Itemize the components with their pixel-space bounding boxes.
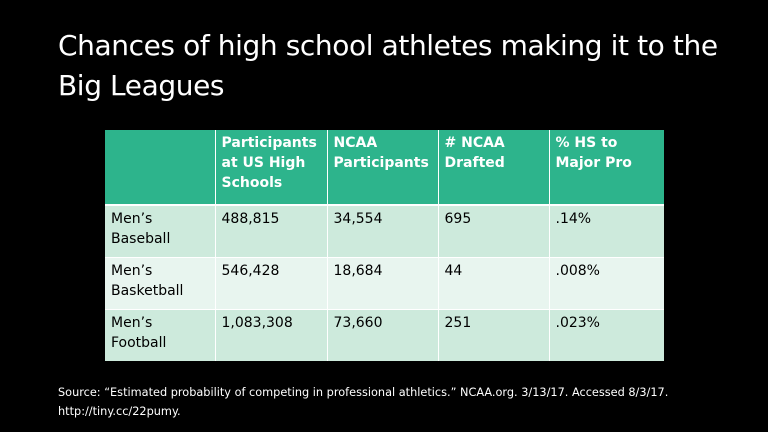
row-sport: Men’s Basketball — [105, 256, 216, 309]
cell-hs-to-pro: .14% — [555, 211, 592, 227]
table-header-row: Participants at US High Schools NCAA Par… — [105, 130, 664, 206]
cell-hs-to-pro: .008% — [549, 256, 664, 309]
cell-ncaa-participants: 34,554 — [327, 205, 439, 257]
header-ncaa-participants: NCAA Participants — [327, 130, 439, 206]
cell-hs-participants: 488,815 — [215, 205, 328, 257]
cell-ncaa-drafted: 695 — [438, 205, 550, 257]
row-sport: Men’s Baseball — [105, 205, 216, 257]
slide-title: Chances of high school athletes making i… — [58, 29, 718, 102]
header-hs-participants: Participants at US High Schools — [215, 130, 328, 206]
cell-hs-participants: 546,428 — [215, 256, 328, 309]
source-citation: Source: “Estimated probability of compet… — [58, 386, 669, 418]
statistics-table: Participants at US High Schools NCAA Par… — [105, 130, 664, 361]
table-row: Men’s Football 1,083,308 73,660 251 .023… — [105, 308, 664, 361]
row-sport: Men’s Football — [105, 308, 216, 361]
table-row: Men’s Basketball 546,428 18,684 44 .008% — [105, 256, 664, 309]
header-ncaa-drafted: # NCAA Drafted — [438, 130, 550, 206]
header-hs-to-pro: % HS to Major Pro — [549, 130, 664, 206]
cell-ncaa-drafted: 251 — [438, 308, 550, 361]
cell-hs-participants: 1,083,308 — [215, 308, 328, 361]
table-row: Men’s Baseball 488,815 34,554 695 .14% — [105, 205, 664, 257]
header-sport — [105, 130, 216, 206]
cell-ncaa-participants: 18,684 — [327, 256, 439, 309]
cell-ncaa-participants: 73,660 — [327, 308, 439, 361]
cell-hs-to-pro: .023% — [549, 308, 664, 361]
cell-ncaa-drafted: 44 — [438, 256, 550, 309]
